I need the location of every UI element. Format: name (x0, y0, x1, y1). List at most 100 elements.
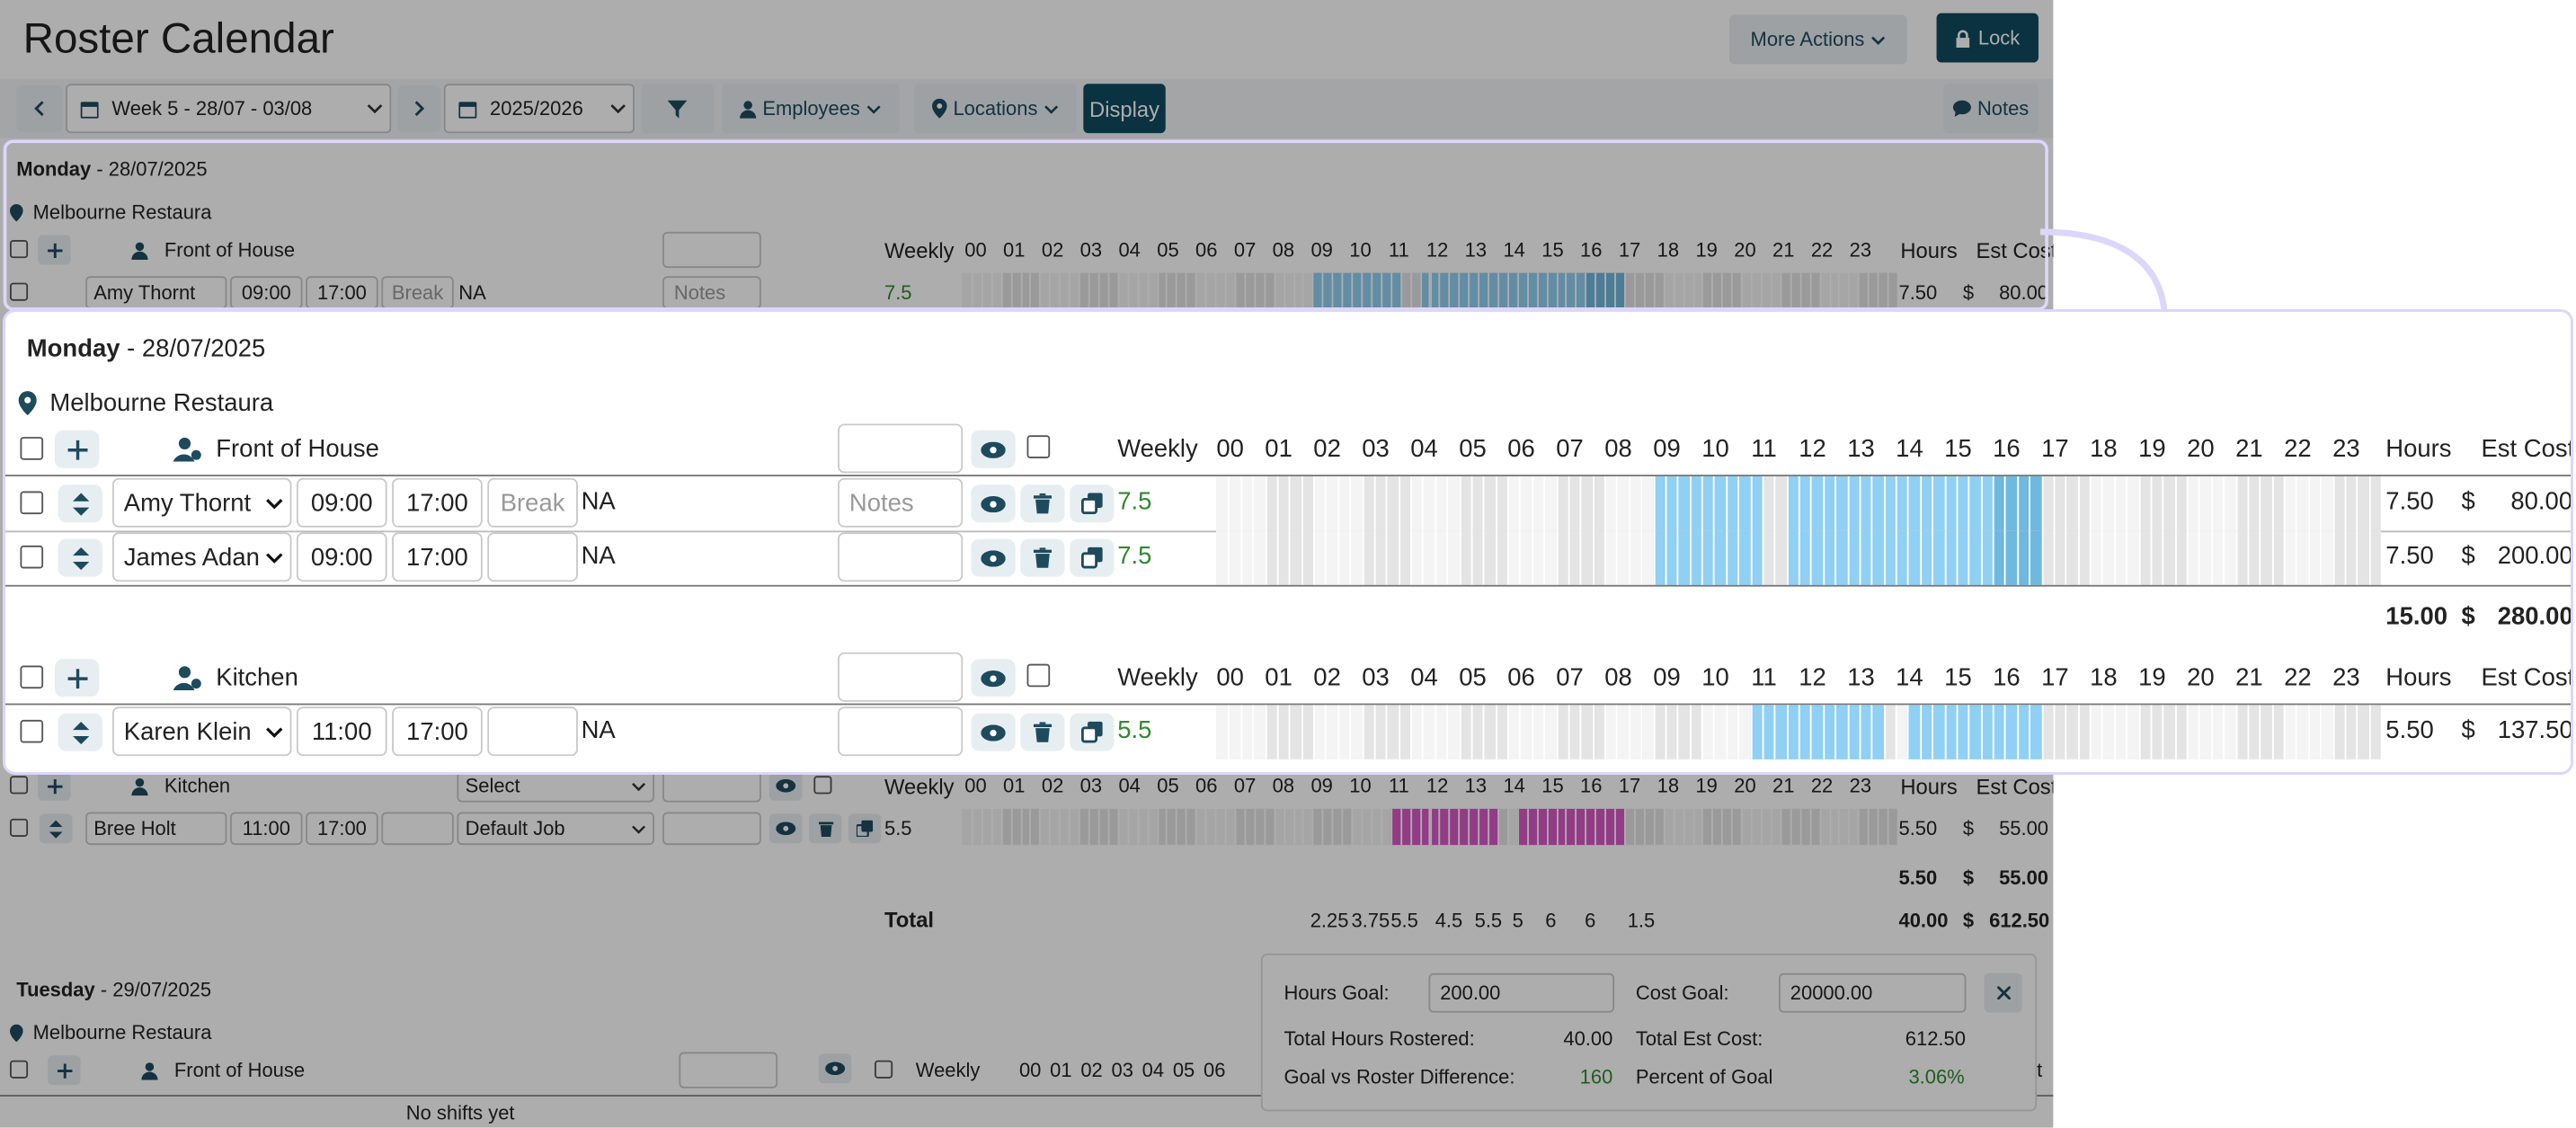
shift-segment[interactable] (1749, 530, 1763, 585)
shift-segment[interactable] (1312, 272, 1323, 309)
shift-segment[interactable] (1822, 476, 1835, 531)
shift-segment[interactable] (1956, 530, 1968, 585)
shift-segment[interactable] (1834, 476, 1847, 531)
shift-segment[interactable] (1614, 272, 1625, 309)
shift-segment[interactable] (1371, 272, 1381, 309)
department-checkbox[interactable] (1026, 435, 1051, 458)
shift-segment[interactable] (1907, 705, 1920, 759)
department-notes-input[interactable] (838, 652, 964, 702)
shift-segment[interactable] (1381, 272, 1390, 309)
shift-segment[interactable] (1585, 272, 1595, 309)
shift-segment[interactable] (1701, 530, 1714, 585)
job-select[interactable]: Default Job (457, 812, 654, 846)
shift-notes-input[interactable] (838, 532, 964, 582)
department-notes-input[interactable] (838, 423, 964, 474)
shift-segment[interactable] (1883, 530, 1896, 585)
break-input[interactable]: Break (487, 477, 578, 528)
shift-segment[interactable] (2029, 476, 2041, 531)
hours-goal-input[interactable]: 200.00 (1428, 973, 1615, 1013)
shift-segment[interactable] (1516, 808, 1527, 846)
shift-segment[interactable] (1968, 705, 1981, 759)
shift-segment[interactable] (2016, 476, 2030, 531)
add-shift-button[interactable] (54, 659, 100, 697)
shift-segment[interactable] (1665, 476, 1677, 531)
view-button[interactable] (768, 770, 803, 801)
shift-segment[interactable] (1546, 272, 1557, 309)
shift-segment[interactable] (2004, 476, 2017, 531)
delete-button[interactable] (1020, 484, 1065, 523)
department-notes-input[interactable] (679, 1052, 778, 1088)
shift-segment[interactable] (1566, 808, 1576, 846)
next-week-button[interactable] (397, 85, 441, 132)
shift-segment[interactable] (1798, 705, 1811, 759)
shift-segment[interactable] (1536, 272, 1547, 309)
shift-segment[interactable] (1859, 476, 1871, 531)
end-time-input[interactable]: 17:00 (306, 276, 378, 309)
shift-segment[interactable] (1870, 476, 1884, 531)
shift-segment[interactable] (1919, 705, 1932, 759)
shift-segment[interactable] (1341, 272, 1352, 309)
department-notes-input[interactable] (662, 231, 761, 269)
year-select[interactable]: 2025/2026 (443, 84, 635, 134)
view-button[interactable] (971, 659, 1016, 697)
shift-segment[interactable] (1448, 272, 1459, 309)
shift-segment[interactable] (1968, 476, 1981, 531)
select-all-checkbox[interactable] (9, 240, 29, 259)
delete-button[interactable] (808, 813, 842, 844)
copy-button[interactable] (1070, 538, 1115, 577)
select-all-checkbox[interactable] (20, 665, 44, 689)
shift-segment[interactable] (1526, 808, 1537, 846)
prev-week-button[interactable] (16, 85, 63, 132)
shift-segment[interactable] (1883, 476, 1896, 531)
shift-segment[interactable] (1575, 808, 1586, 846)
shift-segment[interactable] (1594, 808, 1605, 846)
employee-select[interactable]: Karen Klein (111, 706, 292, 757)
shift-segment[interactable] (1810, 705, 1823, 759)
shift-segment[interactable] (1932, 476, 1944, 531)
shift-segment[interactable] (1992, 476, 2005, 531)
shift-segment[interactable] (1834, 530, 1847, 585)
shift-segment[interactable] (1566, 272, 1576, 309)
notes-button[interactable]: Notes (1942, 84, 2039, 134)
view-button[interactable] (768, 813, 803, 844)
select-all-checkbox[interactable] (9, 776, 29, 795)
shift-segment[interactable] (1458, 272, 1469, 309)
shift-segment[interactable] (1907, 530, 1920, 585)
shift-segment[interactable] (1468, 272, 1479, 309)
more-actions-button[interactable]: More Actions (1729, 14, 1907, 65)
shift-segment[interactable] (1846, 530, 1860, 585)
shift-segment[interactable] (1992, 530, 2005, 585)
shift-segment[interactable] (1749, 476, 1763, 531)
shift-segment[interactable] (1798, 530, 1811, 585)
shift-segment[interactable] (1556, 808, 1567, 846)
view-button[interactable] (971, 713, 1016, 751)
shift-segment[interactable] (1895, 530, 1908, 585)
department-checkbox[interactable] (875, 1060, 893, 1079)
reorder-button[interactable] (58, 538, 102, 577)
week-select[interactable]: Week 5 - 28/07 - 03/08 (66, 84, 392, 134)
shift-segment[interactable] (1676, 476, 1690, 531)
shift-segment[interactable] (1556, 272, 1567, 309)
shift-segment[interactable] (1439, 808, 1449, 846)
department-checkbox[interactable] (813, 776, 832, 795)
shift-segment[interactable] (1786, 476, 1799, 531)
shift-segment[interactable] (1614, 808, 1625, 846)
add-shift-button[interactable] (48, 1055, 81, 1086)
start-time-input[interactable]: 09:00 (296, 532, 387, 582)
shift-segment[interactable] (1516, 272, 1527, 309)
shift-segment[interactable] (1497, 272, 1508, 309)
shift-segment[interactable] (1488, 808, 1498, 846)
shift-segment[interactable] (1786, 705, 1799, 759)
shift-segment[interactable] (1331, 272, 1342, 309)
shift-notes-input[interactable] (838, 706, 964, 757)
shift-segment[interactable] (1676, 530, 1690, 585)
shift-segment[interactable] (1822, 530, 1835, 585)
view-button[interactable] (971, 538, 1016, 577)
start-time-input[interactable]: 11:00 (296, 706, 387, 757)
view-button[interactable] (971, 484, 1016, 523)
view-button[interactable] (971, 430, 1016, 468)
row-checkbox[interactable] (20, 491, 44, 515)
shift-segment[interactable] (1594, 272, 1605, 309)
shift-segment[interactable] (2029, 530, 2041, 585)
shift-segment[interactable] (1919, 476, 1932, 531)
